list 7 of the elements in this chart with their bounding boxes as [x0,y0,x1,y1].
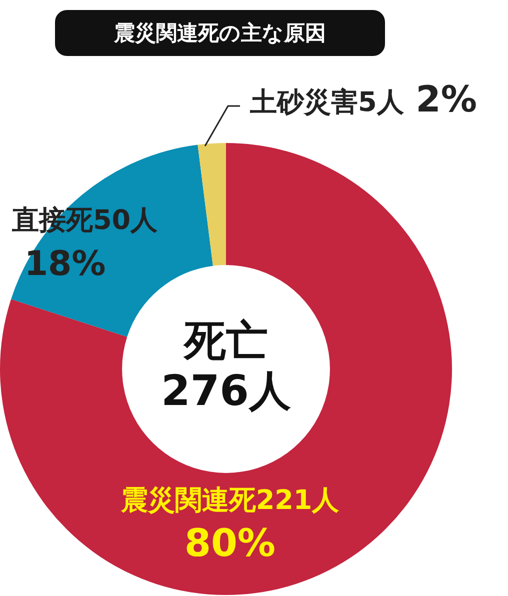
text: 死亡 276人 [161,316,291,415]
slice-label: 土砂災害5人 [249,87,405,118]
chart-title: 震災関連死の主な原因 [55,10,385,56]
data-label: 18% [24,244,106,284]
data-label: 80% [184,520,276,565]
data-label: 2% [416,79,477,120]
slice-label: 震災関連死221人 [120,485,340,516]
